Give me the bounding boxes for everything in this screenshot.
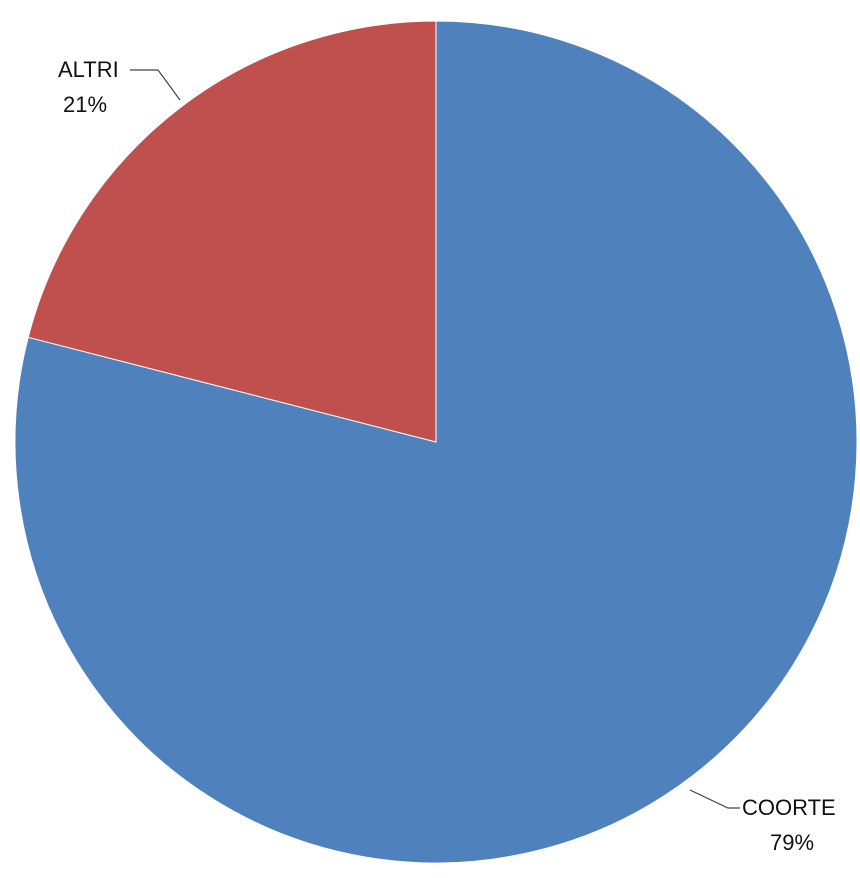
slice-label-altri: ALTRI: [58, 57, 119, 82]
leader-line-coorte: [689, 789, 740, 809]
pie-labels: COORTE 79% ALTRI 21%: [58, 57, 836, 855]
pie-slices: [14, 20, 858, 864]
slice-label-coorte: COORTE: [742, 795, 836, 820]
leader-line-altri: [130, 69, 181, 101]
slice-percent-coorte: 79%: [770, 830, 814, 855]
slice-percent-altri: 21%: [63, 92, 107, 117]
pie-slice-altri: [27, 20, 437, 443]
